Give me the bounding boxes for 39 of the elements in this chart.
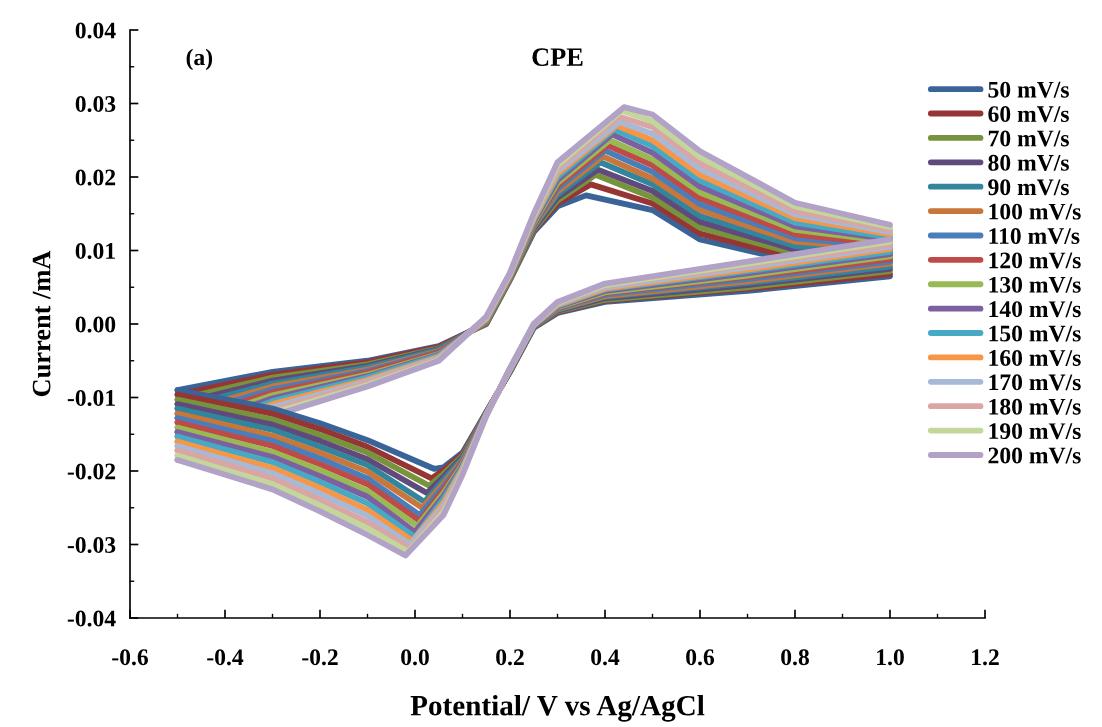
y-tick-label: 0.04 <box>75 22 116 39</box>
x-tick-label: 0.2 <box>496 649 524 666</box>
legend-label: 50 mV/s <box>988 81 1069 98</box>
y-tick-label: 0.01 <box>75 242 115 260</box>
legend-label: 90 mV/s <box>988 179 1069 196</box>
legend-label: 140 mV/s <box>989 301 1081 318</box>
annotation: (a) <box>186 48 213 71</box>
legend-label: 200 mV/s <box>988 447 1081 464</box>
x-tick-label: -0.2 <box>302 649 338 666</box>
x-tick-label: 0.8 <box>781 649 809 666</box>
legend-label: 100 mV/s <box>989 203 1081 220</box>
legend-label: 190 mV/s <box>989 423 1081 440</box>
x-tick-label: 1.2 <box>972 649 999 666</box>
text: CPE <box>532 48 583 67</box>
x-tick-label: -0.6 <box>112 649 148 666</box>
x-tick-label: -0.4 <box>207 649 244 666</box>
y-tick-label: 0.00 <box>75 316 116 333</box>
y-axis-title: Current /mA <box>32 250 51 397</box>
y-tick-label: -0.03 <box>67 536 116 554</box>
y-tick-label: 0.03 <box>75 95 116 113</box>
legend-label: 170 mV/s <box>989 374 1081 391</box>
x-tick-label: 0.0 <box>401 649 429 666</box>
legend-label: 70 mV/s <box>988 130 1069 147</box>
legend-label: 160 mV/s <box>989 349 1081 367</box>
x-axis-title: Potential/ V vs Ag/AgCl <box>410 694 705 722</box>
y-tick-label: -0.04 <box>67 610 116 627</box>
legend-label: 130 mV/s <box>989 276 1081 293</box>
legend-label: 180 mV/s <box>989 398 1081 415</box>
legend-label: 110 mV/s <box>989 228 1080 245</box>
x-tick-label: 1.0 <box>877 649 904 666</box>
x-tick-label: 0.6 <box>686 649 715 666</box>
legend-label: 120 mV/s <box>989 252 1081 269</box>
legend-label: 150 mV/s <box>989 325 1081 342</box>
y-tick-label: -0.02 <box>67 463 116 480</box>
legend-label: 60 mV/s <box>988 106 1069 123</box>
y-tick-label: -0.01 <box>67 389 115 407</box>
x-tick-label: 0.4 <box>591 649 620 666</box>
y-tick-label: 0.02 <box>75 169 116 186</box>
legend-label: 80 mV/s <box>988 154 1069 171</box>
